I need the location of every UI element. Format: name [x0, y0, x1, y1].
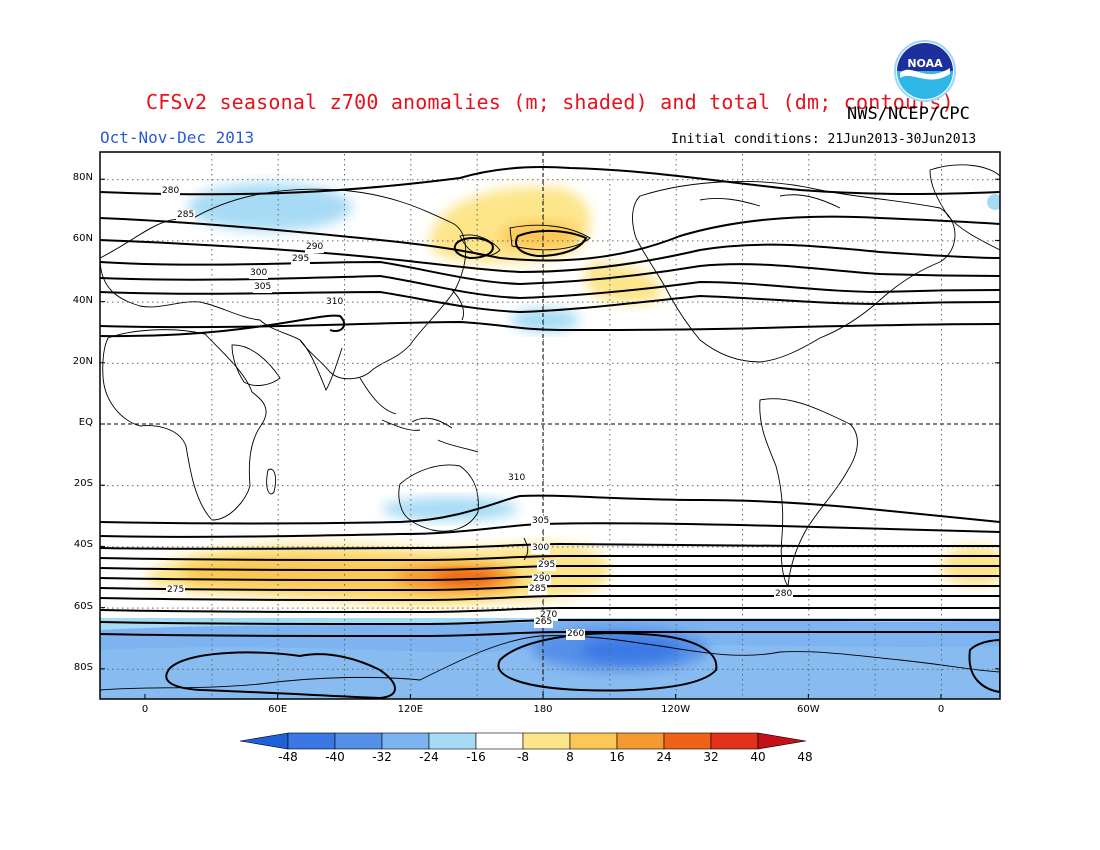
lat-tick-label: 20S — [73, 478, 93, 490]
plot-frame — [99, 151, 1001, 700]
initial-conditions-label: Initial conditions: 21Jun2013-30Jun2013 — [671, 132, 977, 147]
lat-tick-label: 60S — [73, 600, 93, 612]
colorbar-swatch — [475, 732, 524, 750]
colorbar-label: -8 — [517, 750, 529, 764]
contour-label-north: 305 — [253, 282, 273, 293]
colorbar-swatch — [287, 732, 336, 750]
contour-label-south: 290 — [532, 574, 552, 585]
colorbar-swatch — [569, 732, 618, 750]
contour-label-north: 280 — [161, 186, 181, 197]
coastlines — [100, 164, 1000, 691]
contour-label-south: 305 — [531, 516, 551, 527]
colorbar — [239, 732, 807, 750]
colorbar-label: 8 — [566, 750, 574, 764]
contour-label-south: 280 — [774, 589, 794, 600]
contour-label-south: 265 — [534, 617, 554, 628]
colorbar-swatch — [381, 732, 430, 750]
noaa-logo-text: NOAA — [907, 57, 943, 70]
colorbar-label: -16 — [466, 750, 486, 764]
contour-label-south: 270 — [539, 610, 559, 621]
lon-tick-label: 0 — [141, 704, 149, 715]
lon-tick-label: 180 — [533, 704, 553, 715]
colorbar-swatch — [522, 732, 571, 750]
lat-tick-label: 40S — [73, 539, 93, 551]
colorbar-swatch — [616, 732, 665, 750]
colorbar-swatch — [334, 732, 383, 750]
lat-tick-label: 20N — [72, 355, 93, 367]
contour-label-north: 300 — [249, 268, 269, 279]
colorbar-label: 24 — [656, 750, 672, 764]
colorbar-label: -32 — [372, 750, 392, 764]
lon-tick-label: 0 — [937, 704, 945, 715]
lon-tick-label: 60W — [797, 704, 820, 715]
colorbar-label: 16 — [609, 750, 625, 764]
contour-label-south: 300 — [531, 543, 551, 554]
lon-tick-label: 120E — [397, 704, 424, 715]
colorbar-label: -40 — [325, 750, 345, 764]
lat-tick-label: EQ — [78, 417, 93, 428]
colorbar-label: 32 — [703, 750, 719, 764]
contour-label-south: 285 — [528, 584, 548, 595]
contour-label-north: 290 — [305, 242, 325, 253]
contour-label-south: 310 — [507, 473, 527, 484]
lat-tick-label: 40N — [72, 294, 93, 306]
noaa-logo: NOAA — [894, 40, 956, 102]
lat-tick-label: 60N — [72, 233, 93, 245]
colorbar-swatch — [428, 732, 477, 750]
lat-tick-label: 80N — [72, 172, 93, 184]
colorbar-label: -48 — [278, 750, 298, 764]
axis-ticks — [100, 178, 1000, 699]
contour-label-south: 275 — [166, 585, 186, 596]
contour-label-north: 295 — [291, 254, 311, 265]
colorbar-label: 40 — [750, 750, 766, 764]
chart-title: CFSv2 seasonal z700 anomalies (m; shaded… — [146, 90, 954, 114]
colorbar-arrow-low — [239, 732, 289, 750]
lon-tick-label: 60E — [268, 704, 288, 715]
agency-label: NWS/NCEP/CPC — [847, 104, 970, 124]
contour-label-north: 310 — [325, 297, 345, 308]
season-label: Oct-Nov-Dec 2013 — [100, 128, 255, 147]
contour-label-south: 260 — [566, 629, 586, 640]
colorbar-swatch — [663, 732, 712, 750]
colorbar-label: -24 — [419, 750, 439, 764]
colorbar-label: 48 — [797, 750, 813, 764]
contour-label-south: 295 — [537, 560, 557, 571]
lon-tick-label: 120W — [661, 704, 691, 715]
colorbar-swatch — [710, 732, 759, 750]
contour-label-north: 285 — [176, 210, 196, 221]
lat-tick-label: 80S — [73, 661, 93, 673]
colorbar-arrow-high — [757, 732, 807, 750]
